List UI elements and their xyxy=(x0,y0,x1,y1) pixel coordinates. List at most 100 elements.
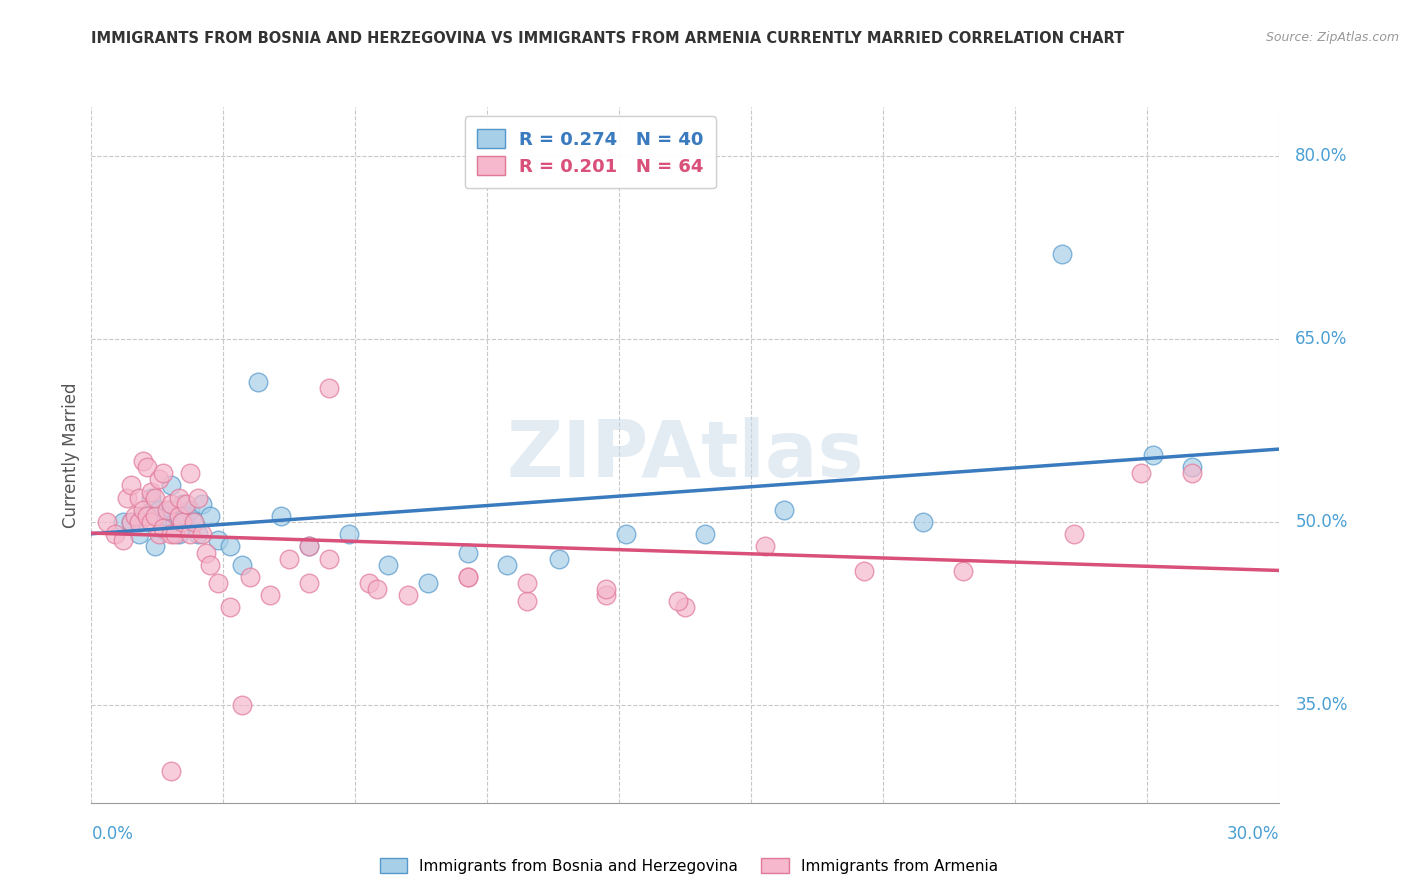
Text: 30.0%: 30.0% xyxy=(1227,825,1279,843)
Text: 50.0%: 50.0% xyxy=(1295,513,1348,531)
Point xyxy=(115,491,138,505)
Point xyxy=(666,594,689,608)
Point xyxy=(135,460,157,475)
Point xyxy=(496,558,519,572)
Point xyxy=(172,515,194,529)
Point xyxy=(179,527,201,541)
Point xyxy=(1142,448,1164,462)
Point xyxy=(156,503,179,517)
Point xyxy=(152,467,174,481)
Point xyxy=(457,570,479,584)
Point xyxy=(298,540,321,554)
Text: ZIPAtlas: ZIPAtlas xyxy=(506,417,865,493)
Point xyxy=(239,570,262,584)
Point xyxy=(152,521,174,535)
Point xyxy=(952,564,974,578)
Point xyxy=(457,570,479,584)
Point xyxy=(396,588,419,602)
Point xyxy=(176,508,198,523)
Point xyxy=(318,381,340,395)
Point xyxy=(167,527,190,541)
Point xyxy=(852,564,875,578)
Point xyxy=(200,508,222,523)
Point xyxy=(163,527,186,541)
Point xyxy=(148,472,170,486)
Point xyxy=(139,491,162,505)
Point xyxy=(176,497,198,511)
Point xyxy=(614,527,637,541)
Point xyxy=(457,545,479,559)
Point xyxy=(112,515,135,529)
Point xyxy=(231,698,253,713)
Point xyxy=(337,527,360,541)
Text: Source: ZipAtlas.com: Source: ZipAtlas.com xyxy=(1265,31,1399,45)
Point xyxy=(246,375,269,389)
Y-axis label: Currently Married: Currently Married xyxy=(62,382,80,528)
Point xyxy=(357,576,380,591)
Point xyxy=(156,508,179,523)
Point xyxy=(148,527,170,541)
Point xyxy=(128,527,150,541)
Point xyxy=(167,508,190,523)
Point xyxy=(377,558,399,572)
Point xyxy=(120,515,142,529)
Point xyxy=(191,497,214,511)
Point xyxy=(298,540,321,554)
Point xyxy=(143,540,166,554)
Point xyxy=(143,491,166,505)
Point xyxy=(219,600,242,615)
Point xyxy=(183,515,205,529)
Point xyxy=(200,558,222,572)
Point xyxy=(187,491,209,505)
Point xyxy=(191,527,214,541)
Point xyxy=(159,503,181,517)
Point xyxy=(128,515,150,529)
Point xyxy=(1063,527,1085,541)
Point xyxy=(159,764,181,778)
Point xyxy=(163,515,186,529)
Point xyxy=(148,503,170,517)
Legend: R = 0.274   N = 40, R = 0.201   N = 64: R = 0.274 N = 40, R = 0.201 N = 64 xyxy=(465,116,716,188)
Point xyxy=(1050,246,1073,260)
Point xyxy=(595,582,617,597)
Point xyxy=(179,503,201,517)
Legend: Immigrants from Bosnia and Herzegovina, Immigrants from Armenia: Immigrants from Bosnia and Herzegovina, … xyxy=(374,852,1004,880)
Point xyxy=(516,594,538,608)
Point xyxy=(773,503,796,517)
Point xyxy=(183,515,205,529)
Point xyxy=(1181,467,1204,481)
Point xyxy=(1129,467,1152,481)
Point xyxy=(318,551,340,566)
Point xyxy=(139,484,162,499)
Point xyxy=(124,508,146,523)
Point xyxy=(695,527,717,541)
Point xyxy=(179,467,201,481)
Point xyxy=(416,576,439,591)
Point xyxy=(135,508,157,523)
Point xyxy=(207,533,229,548)
Point xyxy=(673,600,696,615)
Point xyxy=(139,515,162,529)
Text: 80.0%: 80.0% xyxy=(1295,147,1348,165)
Point xyxy=(231,558,253,572)
Point xyxy=(172,497,194,511)
Point xyxy=(143,508,166,523)
Text: IMMIGRANTS FROM BOSNIA AND HERZEGOVINA VS IMMIGRANTS FROM ARMENIA CURRENTLY MARR: IMMIGRANTS FROM BOSNIA AND HERZEGOVINA V… xyxy=(91,31,1125,46)
Text: 65.0%: 65.0% xyxy=(1295,330,1348,348)
Point xyxy=(547,551,569,566)
Point xyxy=(167,491,190,505)
Point xyxy=(132,503,155,517)
Point xyxy=(120,478,142,492)
Point xyxy=(104,527,127,541)
Point xyxy=(207,576,229,591)
Point xyxy=(195,545,218,559)
Text: 0.0%: 0.0% xyxy=(91,825,134,843)
Point xyxy=(167,508,190,523)
Point xyxy=(516,576,538,591)
Point xyxy=(112,533,135,548)
Point xyxy=(298,576,321,591)
Point xyxy=(911,515,934,529)
Point xyxy=(754,540,776,554)
Point xyxy=(96,515,118,529)
Point xyxy=(259,588,281,602)
